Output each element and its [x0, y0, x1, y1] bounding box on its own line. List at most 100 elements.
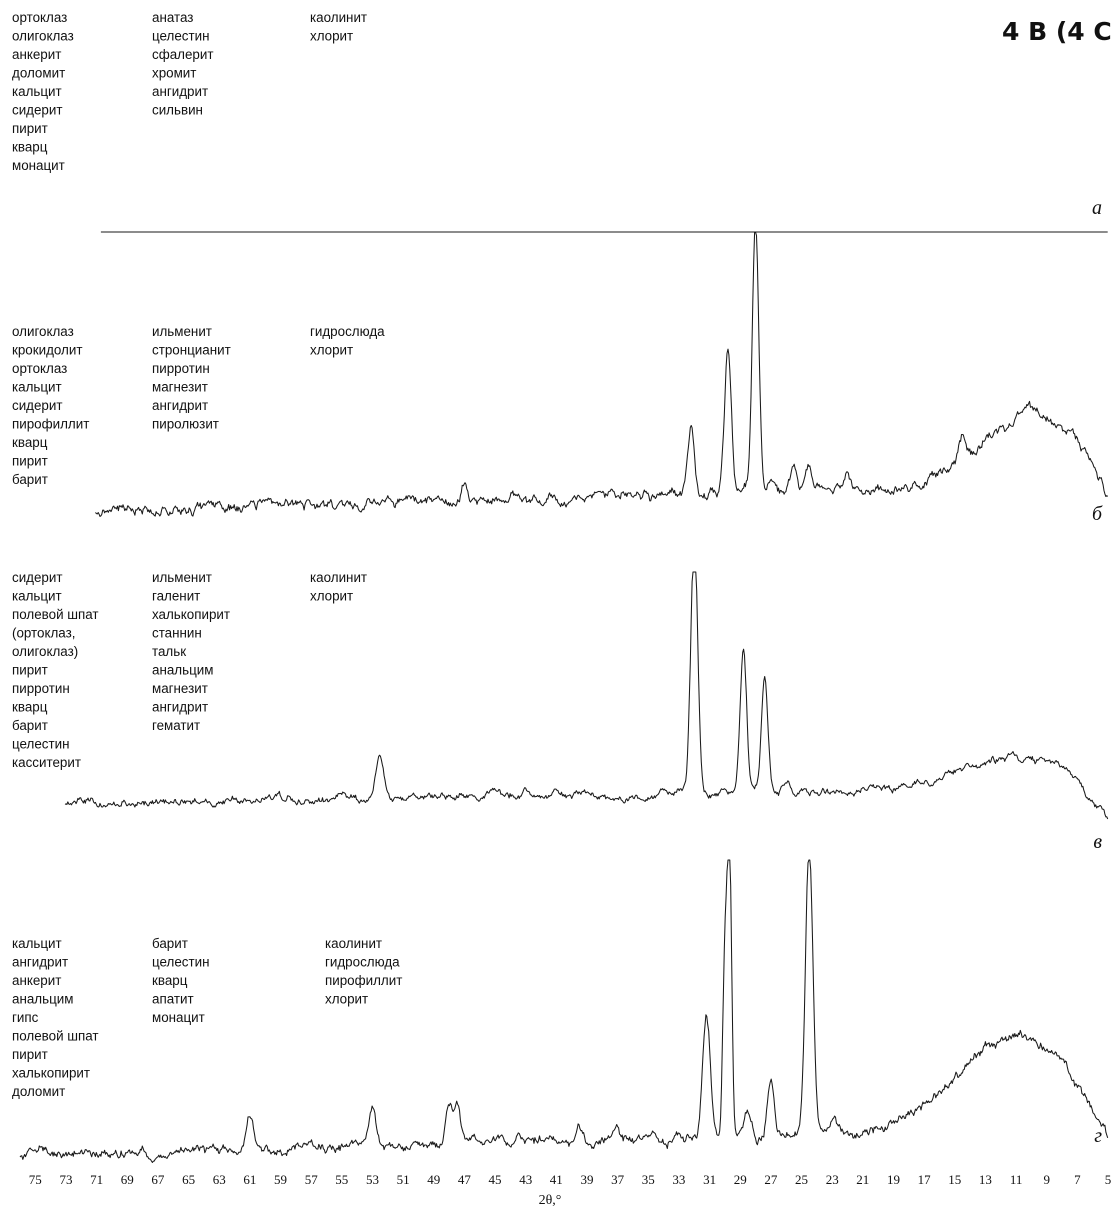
diffractogram-panel: ортоклаз олигоклаз анкерит доломит кальцит си… [12, 10, 1108, 233]
mineral-label: сидерит [12, 103, 63, 118]
mineral-label: гипс [12, 1010, 39, 1025]
mineral-label: халькопирит [152, 607, 230, 622]
x-tick-label: 49 [427, 1172, 440, 1187]
mineral-label: стронцианит [152, 343, 231, 358]
mineral-label: ангидрит [12, 955, 68, 970]
mineral-label: кальцит [12, 936, 62, 951]
mineral-label: пирит [12, 1047, 48, 1062]
mineral-label: олигоклаз [12, 29, 74, 44]
x-tick-label: 73 [60, 1172, 73, 1187]
x-tick-label: 21 [856, 1172, 869, 1187]
mineral-label: монацит [152, 1010, 205, 1025]
mineral-label: ильменит [152, 570, 212, 585]
x-tick-label: 59 [274, 1172, 287, 1187]
mineral-label: хлорит [310, 29, 353, 44]
mineral-label: ангидрит [152, 700, 208, 715]
mineral-label: пирит [12, 663, 48, 678]
mineral-label: барит [12, 718, 48, 733]
panel-label: б [1092, 503, 1103, 525]
mineral-label: кальцит [12, 380, 62, 395]
mineral-label: хлорит [310, 343, 353, 358]
mineral-label: магнезит [152, 380, 208, 395]
x-tick-label: 75 [29, 1172, 42, 1187]
x-tick-label: 63 [213, 1172, 226, 1187]
diffraction-trace [19, 859, 1109, 1164]
panel-label: в [1093, 831, 1102, 853]
mineral-label: сфалерит [152, 47, 213, 62]
mineral-label: ортоклаз [12, 10, 67, 25]
mineral-label: хлорит [325, 992, 368, 1007]
x-tick-label: 31 [703, 1172, 716, 1187]
x-tick-label: 11 [1010, 1172, 1023, 1187]
mineral-label: пиролюзит [152, 417, 219, 432]
mineral-label: анкерит [12, 47, 61, 62]
mineral-label: пирит [12, 121, 48, 136]
mineral-label: полевой шпат [12, 607, 99, 622]
mineral-label: доломит [12, 66, 65, 81]
mineral-label: крокидолит [12, 343, 82, 358]
x-tick-label: 53 [366, 1172, 379, 1187]
mineral-label: сидерит [12, 398, 63, 413]
mineral-label: монацит [12, 158, 65, 173]
mineral-label: анкерит [12, 973, 61, 988]
x-tick-label: 57 [305, 1172, 319, 1187]
mineral-label: кварц [152, 973, 188, 988]
x-tick-label: 37 [611, 1172, 625, 1187]
mineral-label: каолинит [310, 10, 367, 25]
mineral-label: магнезит [152, 681, 208, 696]
x-tick-label: 33 [672, 1172, 685, 1187]
mineral-label: ильменит [152, 324, 212, 339]
mineral-label: кварц [12, 140, 48, 155]
panel-label: г [1094, 1125, 1102, 1147]
x-tick-label: 69 [121, 1172, 134, 1187]
mineral-label: касситерит [12, 755, 81, 770]
panel-label: а [1092, 197, 1102, 219]
x-tick-label: 19 [887, 1172, 900, 1187]
mineral-label: доломит [12, 1084, 65, 1099]
mineral-label: пирротин [152, 361, 210, 376]
mineral-label: гематит [152, 718, 200, 733]
mineral-label: барит [12, 472, 48, 487]
mineral-label: ангидрит [152, 398, 208, 413]
x-axis: 2θ,° 75 73 71 69 67 65 63 61 59 57 55 53 51 49 47 45 43 4… [29, 1172, 1111, 1208]
x-axis-label: 2θ,° [539, 1193, 562, 1208]
x-tick-label: 15 [948, 1172, 961, 1187]
x-tick-label: 51 [397, 1172, 410, 1187]
mineral-label: (ортоклаз, [12, 626, 75, 641]
x-tick-label: 27 [764, 1172, 778, 1187]
x-tick-label: 47 [458, 1172, 472, 1187]
mineral-label: анатаз [152, 10, 193, 25]
mineral-label: сидерит [12, 570, 63, 585]
x-tick-label: 9 [1043, 1172, 1050, 1187]
mineral-label: сильвин [152, 103, 203, 118]
diffraction-trace [64, 571, 1109, 820]
x-tick-label: 61 [243, 1172, 256, 1187]
mineral-label: хромит [152, 66, 196, 81]
mineral-label: кварц [12, 700, 48, 715]
mineral-label: гидрослюда [310, 324, 385, 339]
mineral-label: халькопирит [12, 1066, 90, 1081]
mineral-label: гидрослюда [325, 955, 400, 970]
mineral-label: целестин [152, 955, 210, 970]
x-tick-label: 67 [151, 1172, 165, 1187]
mineral-label: полевой шпат [12, 1029, 99, 1044]
mineral-label: целестин [152, 29, 210, 44]
mineral-label: каолинит [325, 936, 382, 951]
mineral-label: хлорит [310, 589, 353, 604]
mineral-label: станнин [152, 626, 202, 641]
mineral-label: олигоклаз) [12, 644, 78, 659]
mineral-label: анальцим [152, 663, 213, 678]
x-tick-label: 5 [1105, 1172, 1112, 1187]
mineral-label: пирофиллит [325, 973, 402, 988]
mineral-label: барит [152, 936, 188, 951]
x-tick-label: 55 [335, 1172, 348, 1187]
mineral-label: пирит [12, 454, 48, 469]
diffractogram-panels: ортоклаз олигоклаз анкерит доломит кальцит си… [12, 10, 1109, 1164]
mineral-label: олигоклаз [12, 324, 74, 339]
diffractogram-panel: кальцит ангидрит анкерит анальцим гипс полево… [12, 859, 1109, 1164]
x-tick-label: 35 [642, 1172, 655, 1187]
diffractogram-panel: сидерит кальцит полевой шпат (ортоклаз, ол… [12, 570, 1109, 853]
mineral-label: ортоклаз [12, 361, 67, 376]
x-tick-label: 41 [550, 1172, 563, 1187]
